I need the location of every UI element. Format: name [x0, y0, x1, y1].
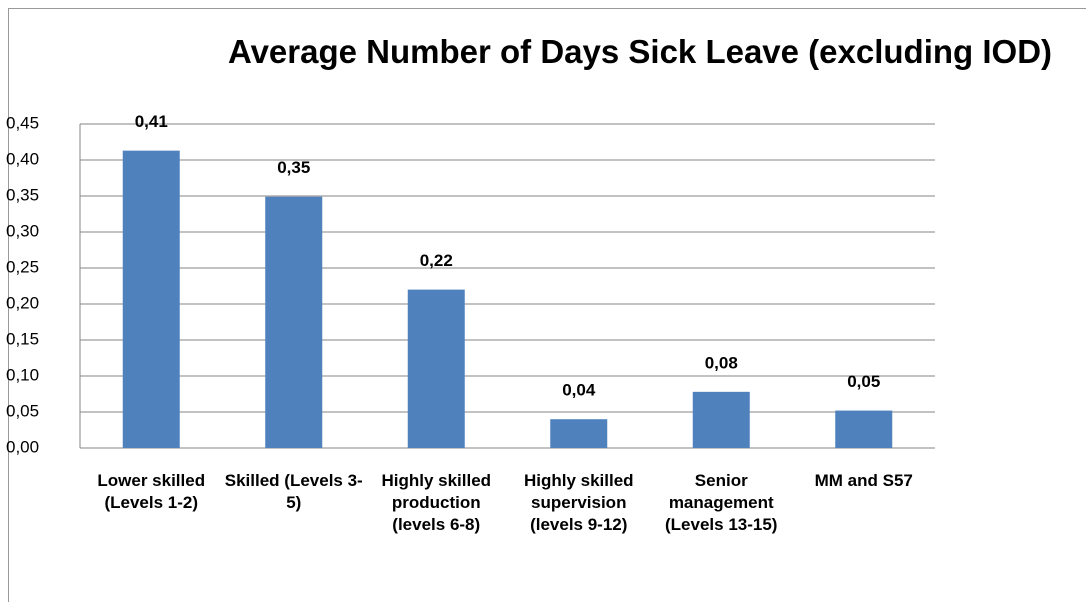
y-tick-label: 0,10: [6, 365, 39, 384]
x-tick-label: MM and S57: [814, 471, 913, 490]
value-label: 0,35: [277, 158, 310, 177]
bar: [692, 391, 750, 448]
value-label: 0,05: [847, 372, 880, 391]
y-tick-label: 0,20: [6, 293, 39, 312]
x-tick-label: Lower skilled (Levels 1-2): [97, 471, 206, 512]
bar: [122, 150, 180, 448]
bar: [835, 410, 893, 448]
bar: [550, 419, 608, 448]
y-tick-label: 0,45: [6, 113, 39, 132]
bar: [407, 289, 465, 448]
value-label: 0,08: [705, 353, 738, 372]
x-tick-label: Highly skilled production (levels 6-8): [381, 471, 492, 534]
y-tick-label: 0,00: [6, 437, 39, 456]
x-tick-label: Skilled (Levels 3-5): [224, 471, 363, 512]
y-tick-label: 0,30: [6, 221, 39, 240]
value-label: 0,41: [135, 112, 168, 131]
y-tick-label: 0,05: [6, 401, 39, 420]
y-tick-label: 0,40: [6, 149, 39, 168]
y-tick-label: 0,25: [6, 257, 39, 276]
x-tick-label: Senior management (Levels 13-15): [665, 471, 778, 534]
bar: [265, 196, 323, 448]
y-tick-label: 0,35: [6, 185, 39, 204]
value-label: 0,04: [562, 381, 596, 400]
chart-title: Average Number of Days Sick Leave (exclu…: [227, 33, 1053, 70]
y-tick-label: 0,15: [6, 329, 39, 348]
x-tick-label: Highly skilled supervision (levels 9-12): [523, 471, 634, 534]
chart-border: [8, 8, 1086, 602]
value-label: 0,22: [420, 251, 453, 270]
